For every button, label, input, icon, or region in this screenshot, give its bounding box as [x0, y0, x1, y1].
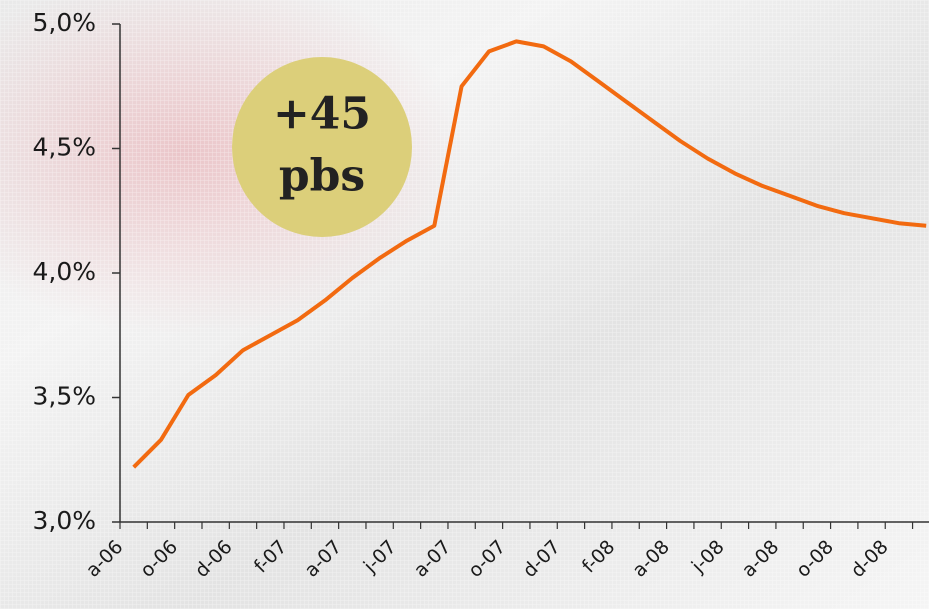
annotation-text: pbs — [279, 151, 365, 202]
y-tick-label: 4,5% — [32, 133, 96, 162]
y-tick-label: 3,0% — [32, 506, 96, 535]
line — [132, 39, 927, 469]
y-tick-label: 5,0% — [32, 8, 96, 37]
y-tick-label: 4,0% — [32, 257, 96, 286]
y-tick-label: 3,5% — [32, 382, 96, 411]
annotation-bubble — [232, 57, 412, 237]
annotation-text: +45 — [273, 89, 371, 140]
